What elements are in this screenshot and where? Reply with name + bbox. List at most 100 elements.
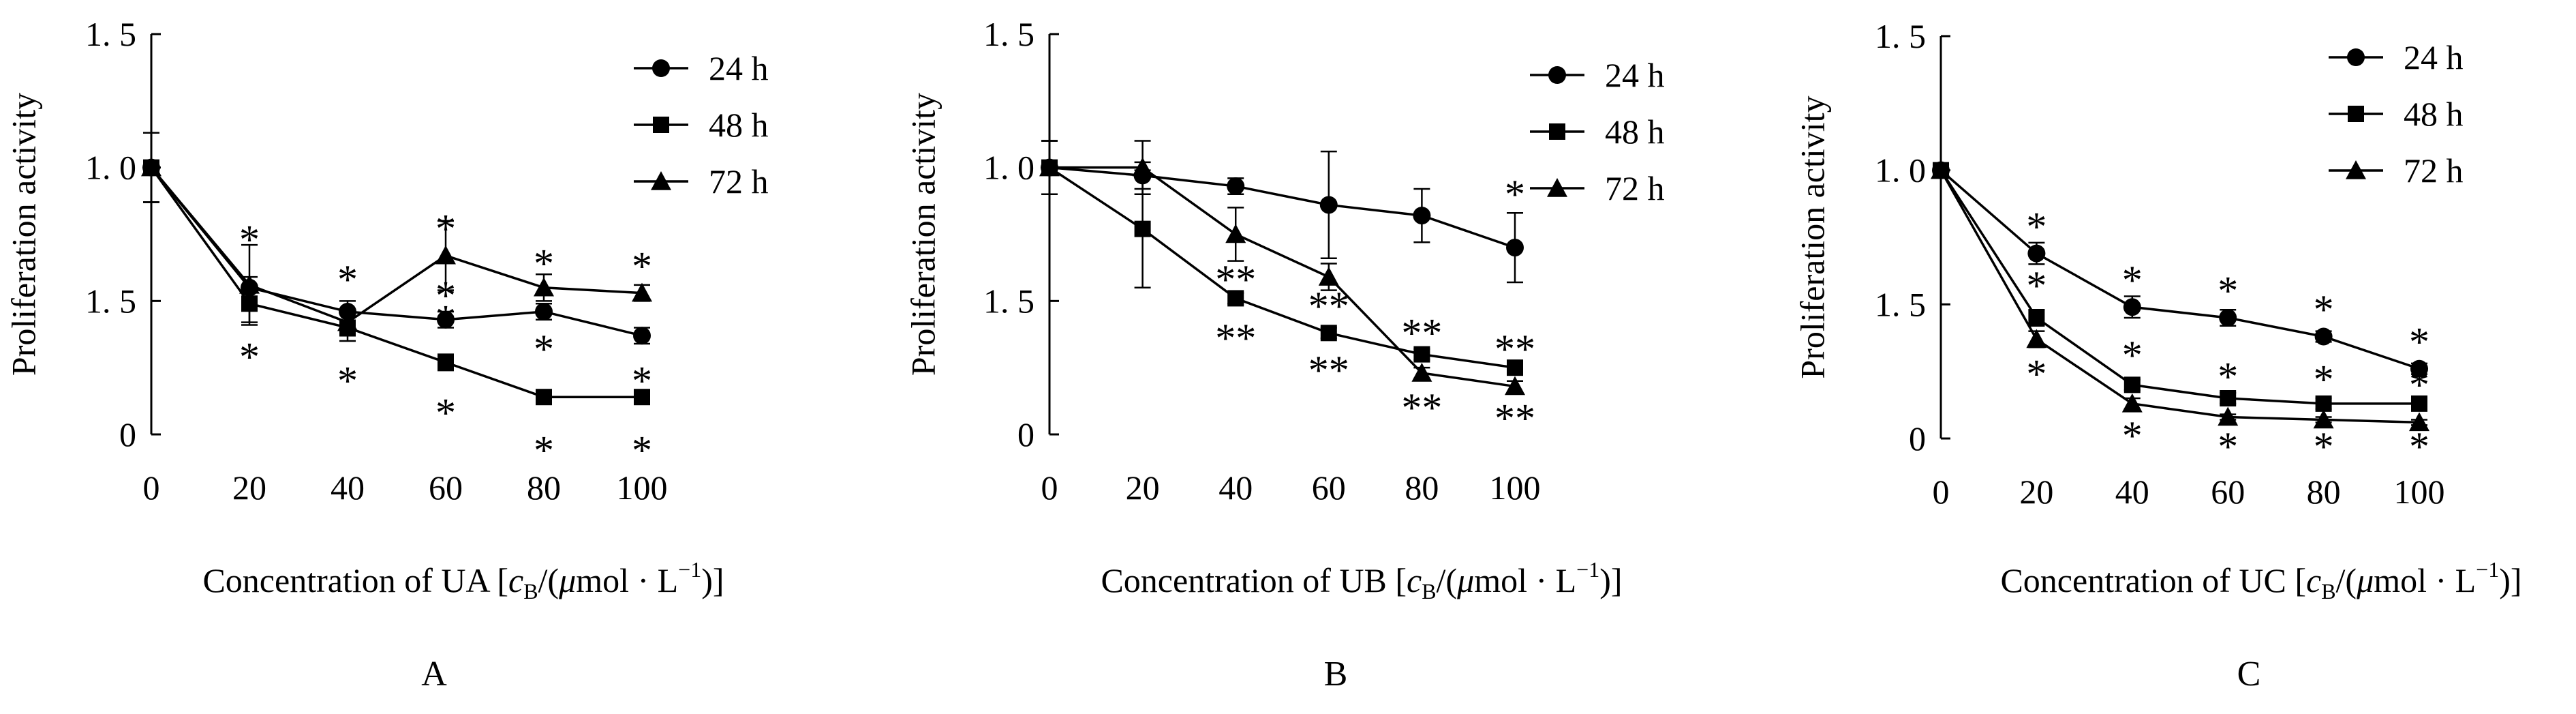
- x-tick-label: 100: [617, 468, 668, 507]
- legend-label: 24 h: [2404, 38, 2464, 76]
- chart-panel-a: 0 1. 5 1. 0 1. 5 0 20 40 60 80 100 Proliferation a…: [4, 15, 768, 694]
- significance-mark: **: [1215, 316, 1256, 361]
- panel-label: C: [2237, 655, 2261, 694]
- legend: 24 h 48 h 72 h: [2329, 38, 2464, 190]
- data-point: [1227, 177, 1245, 196]
- data-point: [239, 274, 260, 294]
- data-point: [1413, 346, 1430, 363]
- data-point: [2218, 406, 2239, 426]
- y-tick-label: 1. 5: [1875, 285, 1926, 323]
- legend-marker: [1548, 66, 1566, 84]
- x-tick-label: 100: [2394, 473, 2445, 511]
- y-tick-label: 1. 5: [983, 282, 1034, 320]
- significance-mark: *: [534, 428, 554, 473]
- data-point: [1319, 196, 1338, 214]
- legend: 24 h 48 h 72 h: [1530, 56, 1665, 207]
- x-tick-label: 20: [232, 468, 266, 507]
- significance-mark: **: [1308, 284, 1349, 329]
- chart-panel-b: 0 1. 5 1. 0 1. 5 0 20 40 60 80 100 Proliferation a…: [904, 15, 1664, 694]
- y-tick-label: 1. 5: [85, 282, 136, 320]
- significance-mark: *: [2122, 258, 2143, 303]
- series-line: [1939, 169, 2420, 370]
- x-tick-label: 20: [2019, 473, 2053, 511]
- significance-mark: *: [239, 335, 260, 380]
- y-tick-label: 0: [1909, 419, 1926, 458]
- x-tick-label: 40: [1218, 468, 1253, 507]
- legend-label: 24 h: [1605, 56, 1665, 94]
- significance-mark: **: [1401, 385, 1442, 430]
- series-72h: [1931, 160, 2429, 432]
- legend: 24 h 48 h 72 h: [634, 49, 769, 200]
- series-72h: [141, 132, 652, 337]
- significance-mark: *: [534, 241, 554, 286]
- legend-label: 72 h: [1605, 169, 1665, 207]
- significance-mark: *: [632, 359, 652, 404]
- significance-mark: *: [435, 207, 456, 252]
- series-line: [150, 166, 643, 324]
- legend-marker: [1549, 123, 1565, 140]
- data-point: [1225, 224, 1246, 243]
- data-point: [2410, 359, 2428, 378]
- significance-mark: *: [2218, 269, 2238, 314]
- y-tick-label: 1. 5: [85, 15, 136, 53]
- data-point: [1227, 290, 1244, 307]
- x-tick-label: 0: [1041, 468, 1058, 507]
- series-72h: [1039, 140, 1525, 396]
- data-point: [2314, 327, 2333, 346]
- data-point: [632, 282, 652, 302]
- y-tick-label: 1. 0: [85, 149, 136, 187]
- panel-label: B: [1324, 655, 1348, 694]
- legend-label: 48 h: [709, 106, 769, 144]
- legend-label: 72 h: [709, 162, 769, 200]
- x-tick-label: 60: [2211, 473, 2245, 511]
- significance-mark: *: [2218, 355, 2238, 400]
- x-axis-title: Concentration of UC [cB/(μmol · L−1)]: [2000, 557, 2521, 604]
- data-point: [1039, 157, 1060, 177]
- data-point: [437, 310, 455, 329]
- series-line: [1049, 166, 1516, 249]
- significance-mark: *: [2409, 319, 2429, 364]
- series-line: [150, 166, 642, 398]
- data-point: [2123, 298, 2141, 316]
- significance-mark: *: [2218, 424, 2238, 469]
- data-point: [535, 302, 553, 321]
- significance-mark: *: [435, 297, 456, 342]
- series-line: [1939, 169, 2419, 405]
- significance-mark: *: [435, 273, 456, 318]
- x-tick-label: 40: [2115, 473, 2149, 511]
- legend-label: 24 h: [709, 49, 769, 87]
- chart-panel-c: 0 1. 5 1. 0 1. 5 0 20 40 60 80 100 Proliferation a…: [1793, 17, 2521, 694]
- data-point: [2028, 310, 2045, 326]
- y-tick-label: 1. 5: [983, 15, 1034, 53]
- legend-marker: [1547, 178, 1567, 197]
- significance-mark: *: [2314, 424, 2334, 469]
- series-line: [1049, 166, 1516, 388]
- y-tick-label: 0: [1017, 415, 1034, 453]
- x-axis-title: Concentration of UB [cB/(μmol · L−1)]: [1101, 557, 1622, 604]
- legend-label: 72 h: [2404, 151, 2464, 190]
- data-point: [2220, 390, 2237, 406]
- data-point: [435, 245, 456, 265]
- data-point: [2313, 409, 2334, 429]
- y-tick-label: 1. 5: [1875, 17, 1926, 55]
- x-tick-label: 40: [331, 468, 365, 507]
- data-point: [1132, 157, 1153, 177]
- legend-marker: [2348, 106, 2364, 122]
- y-tick-label: 0: [119, 415, 136, 453]
- significance-mark: *: [632, 243, 652, 288]
- legend-marker: [652, 59, 670, 77]
- data-point: [536, 389, 552, 406]
- significance-mark: *: [2314, 357, 2334, 402]
- significance-mark: **: [1215, 257, 1256, 302]
- significance-mark: *: [632, 428, 652, 473]
- x-tick-label: 80: [2307, 473, 2341, 511]
- significance-mark: *: [534, 327, 554, 372]
- significance-mark: *: [1505, 172, 1525, 217]
- x-tick-label: 20: [1126, 468, 1160, 507]
- legend-label: 48 h: [1605, 113, 1665, 151]
- x-tick-label: 100: [1490, 468, 1541, 507]
- series-line: [150, 166, 643, 337]
- data-point: [634, 389, 650, 406]
